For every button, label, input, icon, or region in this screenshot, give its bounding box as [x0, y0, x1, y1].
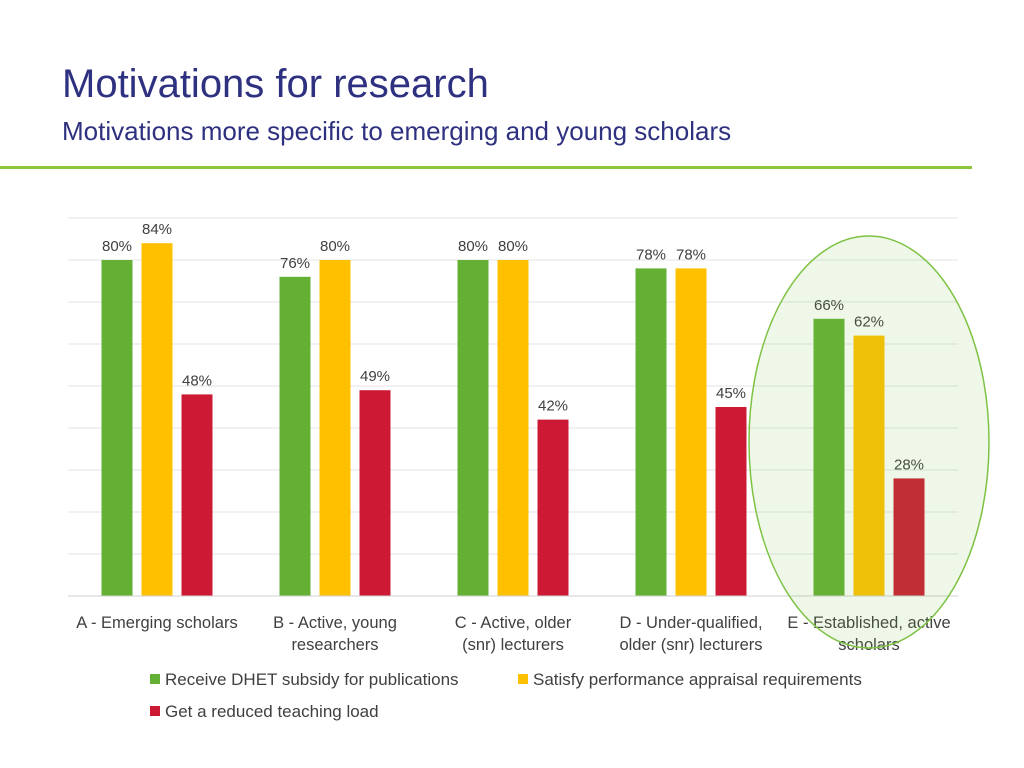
page-subtitle: Motivations more specific to emerging an… — [62, 116, 732, 146]
bar-series3-cat4 — [715, 407, 747, 596]
data-label: 62% — [854, 314, 884, 331]
bar-series2-cat2 — [319, 260, 351, 596]
bar-series2-cat1 — [141, 243, 173, 596]
bar-series3-cat2 — [359, 390, 391, 596]
data-label: 80% — [498, 238, 528, 255]
bar-series1-cat3 — [457, 260, 489, 596]
data-label: 49% — [360, 368, 390, 385]
x-tick-label: (snr) lecturers — [462, 636, 564, 654]
data-label: 28% — [894, 456, 924, 473]
x-tick-label: older (snr) lecturers — [619, 636, 762, 654]
data-label: 84% — [142, 221, 172, 238]
title-divider — [0, 166, 972, 169]
bar-series3-cat5 — [893, 478, 925, 596]
bar-series2-cat5 — [853, 335, 885, 596]
data-label: 42% — [538, 398, 568, 415]
bar-series2-cat3 — [497, 260, 529, 596]
bar-series1-cat2 — [279, 276, 311, 596]
x-tick-label: scholars — [838, 636, 899, 654]
x-tick-label: researchers — [291, 636, 378, 654]
x-tick-label: A - Emerging scholars — [76, 614, 237, 632]
data-label: 78% — [636, 246, 666, 263]
data-label: 78% — [676, 246, 706, 263]
x-tick-label: C - Active, older — [455, 614, 572, 632]
data-label: 80% — [458, 238, 488, 255]
x-tick-label: B - Active, young — [273, 614, 397, 632]
page-title: Motivations for research — [62, 62, 489, 106]
x-tick-label: D - Under-qualified, — [619, 614, 762, 632]
bar-series1-cat4 — [635, 268, 667, 596]
data-label: 66% — [814, 297, 844, 314]
legend-swatch-series3 — [150, 706, 160, 716]
x-tick-label: E - Established, active — [787, 614, 950, 632]
legend-label: Get a reduced teaching load — [165, 702, 379, 721]
legend-label: Receive DHET subsidy for publications — [165, 670, 459, 689]
bar-series3-cat1 — [181, 394, 213, 596]
bar-series2-cat4 — [675, 268, 707, 596]
highlight-ellipse — [748, 235, 990, 649]
bar-series1-cat1 — [101, 260, 133, 596]
data-label: 45% — [716, 385, 746, 402]
legend-label: Satisfy performance appraisal requiremen… — [533, 670, 862, 689]
data-label: 80% — [102, 238, 132, 255]
data-label: 80% — [320, 238, 350, 255]
data-label: 76% — [280, 255, 310, 272]
data-label: 48% — [182, 372, 212, 389]
legend-swatch-series1 — [150, 674, 160, 684]
bar-series1-cat5 — [813, 318, 845, 596]
bar-series3-cat3 — [537, 419, 569, 596]
legend-swatch-series2 — [518, 674, 528, 684]
